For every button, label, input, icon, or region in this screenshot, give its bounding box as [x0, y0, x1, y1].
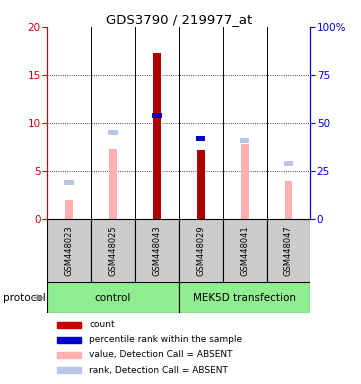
Bar [109, 149, 117, 219]
Text: GSM448025: GSM448025 [108, 225, 117, 276]
FancyBboxPatch shape [91, 219, 135, 282]
Bar [57, 322, 81, 328]
Text: value, Detection Call = ABSENT: value, Detection Call = ABSENT [89, 351, 232, 359]
Bar [57, 367, 81, 373]
Bar [284, 161, 293, 166]
Text: control: control [95, 293, 131, 303]
Text: GSM448023: GSM448023 [64, 225, 73, 276]
Title: GDS3790 / 219977_at: GDS3790 / 219977_at [105, 13, 252, 26]
Bar [284, 180, 292, 219]
Bar [240, 137, 249, 143]
FancyBboxPatch shape [223, 219, 266, 282]
Bar [152, 113, 162, 118]
FancyBboxPatch shape [135, 219, 179, 282]
Bar [57, 352, 81, 358]
FancyBboxPatch shape [179, 282, 310, 313]
Text: protocol: protocol [3, 293, 46, 303]
Bar [153, 53, 161, 219]
Text: percentile rank within the sample: percentile rank within the sample [89, 335, 242, 344]
FancyBboxPatch shape [47, 282, 179, 313]
Bar [64, 180, 74, 185]
Bar [241, 144, 248, 219]
Bar [57, 337, 81, 343]
Bar [108, 130, 118, 135]
Bar [196, 136, 205, 141]
Text: GSM448029: GSM448029 [196, 225, 205, 276]
FancyBboxPatch shape [179, 219, 223, 282]
Text: GSM448047: GSM448047 [284, 225, 293, 276]
FancyBboxPatch shape [266, 219, 310, 282]
Bar [65, 200, 73, 219]
Text: MEK5D transfection: MEK5D transfection [193, 293, 296, 303]
Text: GSM448041: GSM448041 [240, 225, 249, 276]
Text: GSM448043: GSM448043 [152, 225, 161, 276]
Text: count: count [89, 320, 115, 329]
Bar [197, 150, 205, 219]
Text: rank, Detection Call = ABSENT: rank, Detection Call = ABSENT [89, 366, 228, 374]
FancyBboxPatch shape [47, 219, 91, 282]
